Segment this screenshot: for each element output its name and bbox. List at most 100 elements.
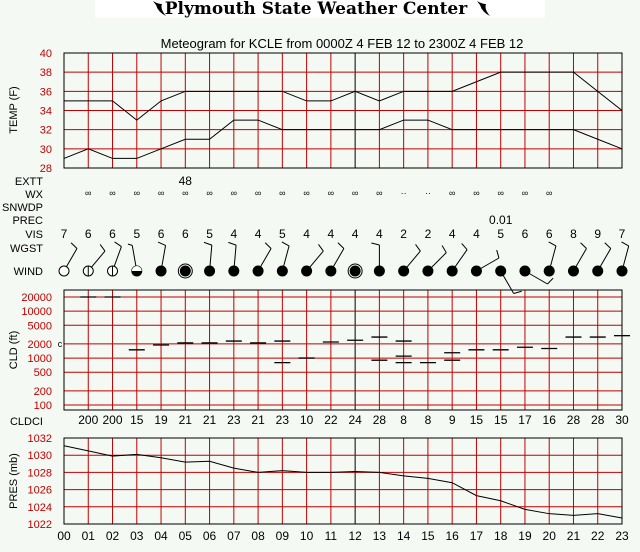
wind-barb-staff [406, 250, 421, 268]
cldci-value: 200 [103, 413, 123, 427]
vis-value: 4 [473, 227, 480, 241]
row-label-prec: PREC [12, 215, 43, 227]
header-title: Plymouth State Weather Center [165, 0, 468, 19]
hour-xtick: 22 [591, 529, 605, 543]
wx-value: ·· [425, 188, 431, 198]
vis-value: 6 [546, 227, 553, 241]
cldci-value: 28 [591, 413, 605, 427]
wind-barb-flag [513, 290, 522, 294]
vis-value: 5 [206, 227, 213, 241]
wind-barb-staff [332, 248, 345, 267]
cldci-value: 8 [425, 413, 432, 427]
row-label-wx: WX [25, 189, 43, 201]
sky-cover-overcast-icon [470, 265, 482, 277]
wx-value: ∞ [206, 188, 212, 198]
hour-xtick: 20 [543, 529, 557, 543]
sky-cover-overcast-icon [325, 265, 337, 277]
vis-value: 5 [279, 227, 286, 241]
vis-value: 2 [400, 227, 407, 241]
cloud-frame [63, 289, 623, 411]
wind-barb-flag [318, 244, 324, 252]
vis-value: 6 [85, 227, 92, 241]
calm-ring [177, 263, 193, 279]
vis-value: 4 [352, 227, 359, 241]
wind-barb-flag [157, 241, 166, 246]
wx-value: ∞ [449, 188, 455, 198]
wind-barb-flag [415, 244, 421, 252]
wx-value: ∞ [182, 188, 188, 198]
wind-barb-staff [550, 245, 557, 267]
wind-barb-flag [441, 245, 447, 253]
wx-value: ∞ [303, 188, 309, 198]
dewpoint-line [63, 119, 623, 159]
vis-value: 7 [61, 227, 68, 241]
wx-value: ∞ [279, 188, 285, 198]
cldci-value: 23 [276, 413, 290, 427]
wind-barb-flag [580, 242, 587, 249]
wind-barb-flag [461, 243, 468, 251]
cldci-value: 8 [400, 413, 407, 427]
wind-barb-flag [228, 241, 237, 246]
wind-barb-staff [283, 245, 290, 267]
hour-xtick: 01 [82, 529, 96, 543]
sky-cover-overcast-icon [543, 265, 555, 277]
sky-cover-overcast-icon [446, 265, 458, 277]
cldci-value: 16 [543, 413, 557, 427]
wind-barb-flag [114, 241, 122, 247]
sky-cover-overcast-icon [228, 265, 240, 277]
wind-barb-flag [621, 241, 629, 247]
hour-xtick: 09 [276, 529, 290, 543]
sky-cover-overcast-icon [616, 265, 628, 277]
hour-xtick: 23 [615, 529, 629, 543]
tornado-icon [477, 1, 490, 16]
vis-value: 4 [230, 227, 237, 241]
vis-value: 4 [303, 227, 310, 241]
wx-value: ∞ [376, 188, 382, 198]
cldci-value: 22 [324, 413, 338, 427]
sky-cover-overcast-icon [422, 265, 434, 277]
extt-value: 48 [179, 174, 193, 188]
sky-cover-open-half [131, 266, 142, 271]
hour-xtick: 12 [348, 529, 362, 543]
wind-barb-staff [131, 245, 137, 267]
chart-title: Meteogram for KCLE from 0000Z 4 FEB 12 t… [161, 36, 524, 51]
temp-ytick: 40 [40, 48, 52, 60]
cldci-value: 9 [449, 413, 456, 427]
cloud-ytick: 5000 [28, 320, 52, 332]
tornado-icon [153, 1, 166, 16]
wind-barb-flag [371, 242, 380, 246]
hour-xtick: 00 [57, 529, 71, 543]
cldci-value: 200 [78, 413, 98, 427]
wind-barb-flag [99, 244, 106, 252]
wx-value: ∞ [546, 188, 552, 198]
vis-value: 5 [497, 227, 504, 241]
wind-barb-staff [599, 248, 612, 267]
hour-xtick: 03 [130, 529, 144, 543]
pressure-ytick: 1022 [28, 519, 52, 531]
wind-barb-flag [337, 242, 345, 249]
vis-value: 6 [522, 227, 529, 241]
wind-barb-staff [113, 246, 122, 267]
row-label-extt: EXTT [15, 176, 43, 188]
wind-barb-staff [309, 250, 324, 268]
cloud-ytick: 1000 [28, 353, 52, 365]
wx-value: ∞ [85, 188, 91, 198]
wx-value: ∞ [522, 188, 528, 198]
vis-value: 5 [133, 227, 140, 241]
wx-value: ∞ [109, 188, 115, 198]
wind-barb-staff [575, 248, 587, 267]
pressure-ytick: 1024 [28, 502, 52, 514]
hour-xtick: 14 [397, 529, 411, 543]
pressure-ytick: 1028 [28, 467, 52, 479]
sky-cover-obscured-icon [349, 265, 361, 277]
hour-xtick: 11 [325, 529, 338, 543]
sky-cover-overcast-icon [592, 265, 604, 277]
wind-barb-flag [127, 243, 133, 246]
hour-xtick: 02 [106, 529, 120, 543]
hour-xtick: 13 [373, 529, 387, 543]
hour-xtick: 10 [300, 529, 314, 543]
hour-xtick: 19 [518, 529, 532, 543]
pressure-ytick: 1032 [28, 433, 52, 445]
cldci-value: 28 [567, 413, 581, 427]
